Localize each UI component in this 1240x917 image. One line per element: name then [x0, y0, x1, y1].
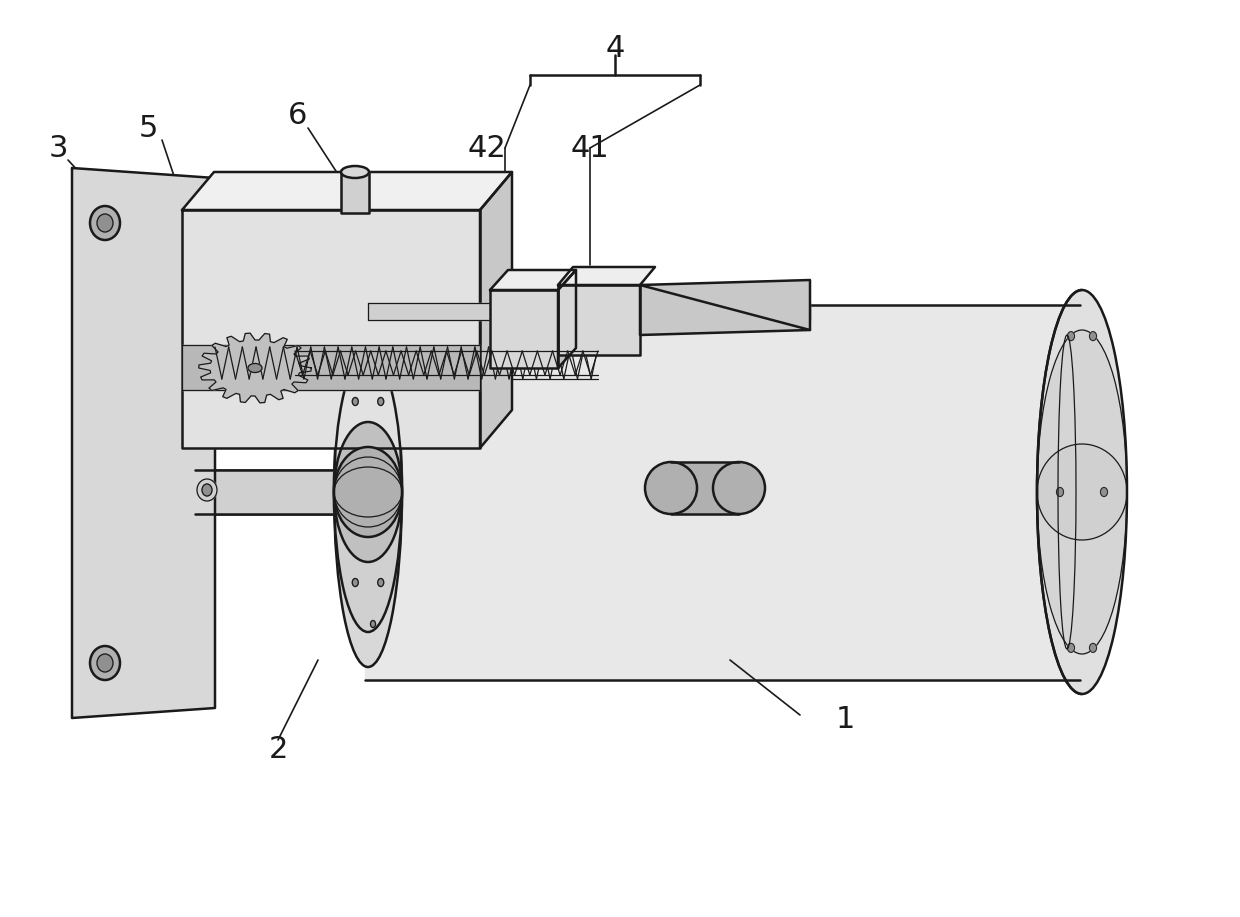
Polygon shape: [365, 305, 1080, 680]
Ellipse shape: [334, 447, 402, 537]
Ellipse shape: [352, 397, 358, 405]
Polygon shape: [558, 270, 577, 368]
Ellipse shape: [334, 317, 402, 667]
Polygon shape: [490, 290, 558, 368]
Text: 1: 1: [836, 705, 854, 735]
Ellipse shape: [1056, 488, 1064, 496]
Ellipse shape: [352, 579, 358, 587]
Text: 5: 5: [139, 114, 157, 142]
Ellipse shape: [334, 422, 402, 562]
Ellipse shape: [1101, 488, 1107, 496]
Ellipse shape: [371, 621, 376, 627]
Text: 3: 3: [48, 134, 68, 162]
Polygon shape: [182, 345, 480, 390]
Ellipse shape: [1090, 644, 1096, 652]
Polygon shape: [558, 285, 640, 355]
Text: 41: 41: [570, 134, 609, 162]
Polygon shape: [182, 210, 480, 448]
Polygon shape: [72, 168, 215, 718]
Polygon shape: [558, 267, 655, 285]
Polygon shape: [490, 270, 577, 290]
Ellipse shape: [341, 166, 370, 178]
Polygon shape: [671, 462, 739, 514]
Ellipse shape: [378, 397, 383, 405]
Text: 4: 4: [605, 34, 625, 62]
Ellipse shape: [202, 484, 212, 496]
Polygon shape: [368, 303, 810, 320]
Ellipse shape: [645, 462, 697, 514]
Ellipse shape: [1068, 332, 1075, 340]
Ellipse shape: [210, 340, 300, 396]
Ellipse shape: [334, 352, 402, 632]
Text: 6: 6: [289, 101, 308, 129]
Ellipse shape: [197, 479, 217, 501]
Ellipse shape: [1037, 330, 1127, 654]
Ellipse shape: [97, 214, 113, 232]
Ellipse shape: [378, 579, 383, 587]
Text: 2: 2: [268, 735, 288, 765]
Polygon shape: [480, 172, 512, 448]
Ellipse shape: [97, 654, 113, 672]
Ellipse shape: [1090, 332, 1096, 340]
Polygon shape: [182, 172, 512, 210]
Ellipse shape: [91, 646, 120, 680]
Ellipse shape: [1037, 290, 1127, 694]
Ellipse shape: [1068, 644, 1075, 652]
Ellipse shape: [248, 363, 262, 372]
Polygon shape: [195, 470, 368, 514]
Ellipse shape: [713, 462, 765, 514]
Ellipse shape: [91, 206, 120, 240]
Ellipse shape: [1037, 444, 1127, 540]
Polygon shape: [640, 280, 810, 335]
Polygon shape: [198, 333, 311, 403]
Text: 42: 42: [467, 134, 506, 162]
Polygon shape: [341, 172, 370, 213]
